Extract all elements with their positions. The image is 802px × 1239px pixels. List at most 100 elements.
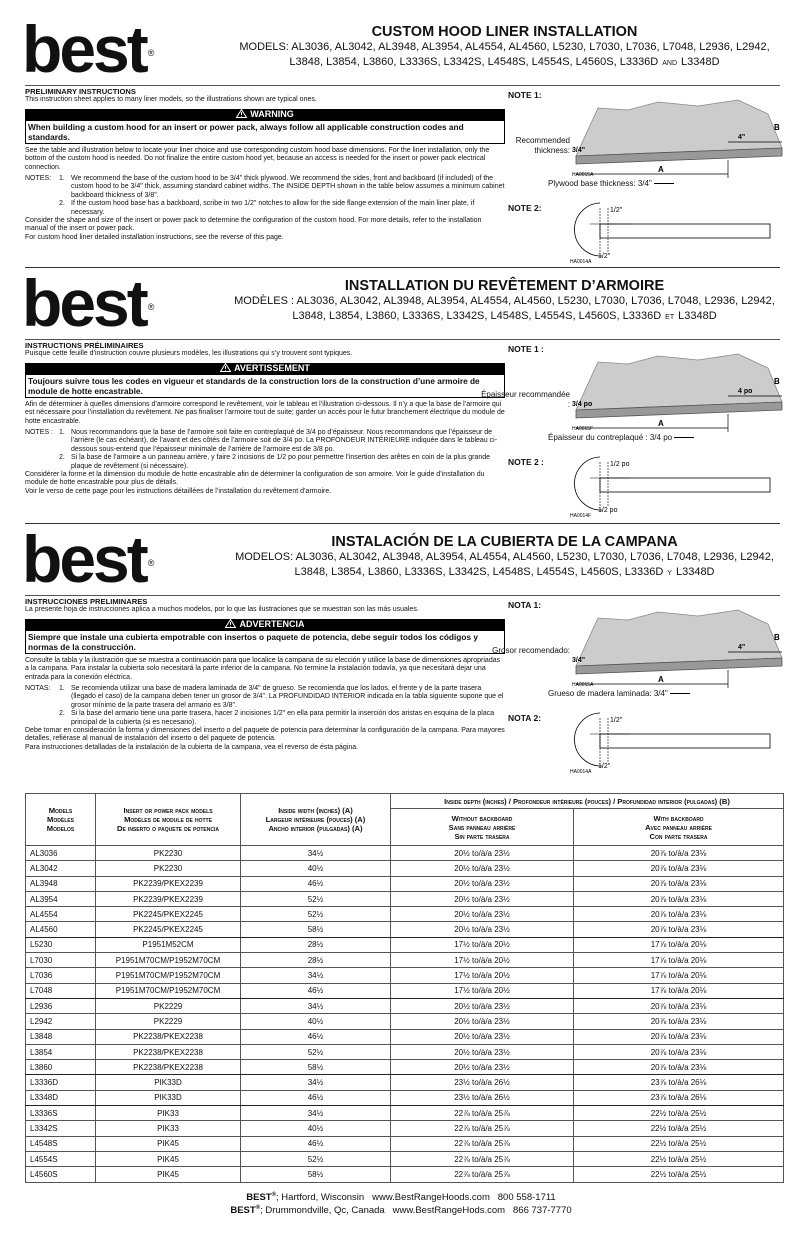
note-label: NOTE 1 : <box>508 344 544 354</box>
table-cell: 20⅞ to/à/a 23⅛ <box>572 921 785 938</box>
paragraph: See the table and illustration below to … <box>25 146 490 171</box>
dimension-label: 4" <box>738 644 745 651</box>
table-cell: 46½ <box>240 982 391 999</box>
dimension-label: 3/4" <box>572 147 585 154</box>
table-cell: L3348D <box>25 1089 96 1107</box>
recommended-label: Grosor recomendado: <box>492 646 570 655</box>
table-cell: 22⅞ to/à/a 25⅞ <box>390 1105 574 1122</box>
table-cell: 34½ <box>240 844 391 862</box>
warning-bar: WARNING <box>25 108 505 120</box>
brand: BEST® <box>246 1192 276 1203</box>
table-cell: L3848 <box>25 1028 96 1045</box>
dimension-label: 1/2" <box>598 763 611 770</box>
table-cell: 46½ <box>240 1089 391 1107</box>
table-cell: AL4554 <box>25 906 96 923</box>
table-cell: PK2239/PKEX2239 <box>95 875 241 892</box>
paragraph: Considérer la forme et la dimension du m… <box>25 471 485 487</box>
table-cell: 20½ to/à/a 23½ <box>390 906 574 923</box>
models-text: L3848, L3854, L3860, L3336S, L3342S, L45… <box>289 56 659 68</box>
plywood-label: Grueso de madera laminada: 3/4" <box>548 689 690 698</box>
warning-bar: ADVERTENCIA <box>25 618 505 630</box>
table-cell: 20½ to/à/a 23½ <box>390 890 574 908</box>
table-row: L3848 PK2238/PKEX2238 46½ 20½ to/à/a 23½ 20⅞… <box>25 1028 785 1045</box>
table-cell: P1951M52CM <box>95 936 241 954</box>
drawing-code: HA0015F <box>572 426 593 432</box>
registered-mark: ® <box>147 302 155 312</box>
separator <box>25 267 780 268</box>
table-cell: AL4560 <box>25 921 96 938</box>
table-cell: 17⅞ to/à/a 20⅛ <box>572 982 785 999</box>
table-cell: 58½ <box>240 1059 391 1076</box>
table-cell: L7030 <box>25 952 96 969</box>
header-line: Insert or power pack models <box>123 806 213 815</box>
table-cell: 34½ <box>240 967 391 984</box>
models-line: MODELOS: AL3036, AL3042, AL3948, AL3954,… <box>235 551 774 563</box>
table-cell: 22⅞ to/à/a 25⅞ <box>390 1120 574 1137</box>
table-cell: 17½ to/à/a 20½ <box>390 936 574 954</box>
table-cell: 20½ to/à/a 23½ <box>390 860 574 877</box>
notch-illustration: 1/2" 1/2" HA0014A <box>570 202 771 264</box>
logo-text: best <box>22 266 149 340</box>
table-cell: 20⅞ to/à/a 23⅛ <box>572 890 785 908</box>
table-cell: 17½ to/à/a 20½ <box>390 967 574 984</box>
models-line: L3848, L3854, L3860, L3336S, L3342S, L45… <box>212 55 797 70</box>
table-row: L3860 PK2238/PKEX2238 58½ 20½ to/à/a 23½ 20⅞… <box>25 1059 785 1076</box>
recommended-label: Recommended thickness: <box>515 136 570 155</box>
table-cell: 46½ <box>240 1135 391 1152</box>
rule <box>25 339 780 340</box>
table-cell: 20½ to/à/a 23½ <box>390 1028 574 1045</box>
note-item: NOTES: 1. We recommend the base of the cus… <box>25 175 505 200</box>
table-row: L4548S PIK45 46½ 22⅞ to/à/a 25⅞ 22½ to/à/a 2… <box>25 1135 785 1152</box>
dimension-label: 1/2 po <box>598 507 618 514</box>
table-cell: 20½ to/à/a 23½ <box>390 844 574 862</box>
table-cell: 22½ to/à/a 25½ <box>572 1120 785 1137</box>
table-cell: L3336S <box>25 1105 96 1122</box>
warning-label: AVERTISSEMENT <box>234 362 310 373</box>
note-number: 2. <box>59 454 65 462</box>
header-row: Without backboard Sans panneau arrière Sin… <box>26 808 785 846</box>
paragraph: Afin de déterminer à quelles dimensions … <box>25 400 505 425</box>
table-cell: AL3042 <box>25 860 96 877</box>
table-cell: L5230 <box>25 936 96 954</box>
conjunction: and <box>662 57 678 68</box>
header-line: Modèles de module de hotte <box>124 815 212 824</box>
table-cell: 17½ to/à/a 20½ <box>390 982 574 999</box>
note-item: 2. If the custom hood base has a backboar… <box>25 200 505 217</box>
note-number: 2. <box>59 200 65 208</box>
warning-text: Siempre que instale una cubierta empotra… <box>25 629 505 654</box>
table-cell: 20⅞ to/à/a 23⅛ <box>572 1028 785 1045</box>
warning-label: WARNING <box>250 108 294 119</box>
table-row: L4560S PIK45 58½ 22⅞ to/à/a 25⅞ 22½ to/à/a 2… <box>25 1166 785 1183</box>
table-cell: 52½ <box>240 906 391 923</box>
registered-mark: ® <box>147 48 155 58</box>
note-label: NOTE 2: <box>508 203 542 213</box>
table: Models Modèles Modelos Insert or power pack… <box>25 793 785 1183</box>
header-line: Sin parte trasera <box>454 831 510 841</box>
note-number: 1. <box>59 175 65 183</box>
paragraph: Consulte la tabla y la ilustración que s… <box>25 656 501 681</box>
table-cell: PK2230 <box>95 844 241 862</box>
table-row: L7048 P1951M70CM/P1952M70CM 46½ 17½ to/à/a … <box>25 982 785 999</box>
instructions: INSTRUCCIONES PRELIMINARES La presente h… <box>25 597 505 752</box>
liner-illustration: 3/4" HA0015A A 4" B <box>572 609 783 688</box>
footer-line: BEST®; Hartford, Wisconsin www.BestRange… <box>0 1192 802 1203</box>
plywood-label: Plywood base thickness: 3/4" <box>548 179 674 188</box>
table-cell: PK2229 <box>95 1013 241 1030</box>
table-cell: 22⅞ to/à/a 25⅞ <box>390 1135 574 1152</box>
footer-text: ; Hartford, Wisconsin www.BestRangeHoods… <box>276 1192 556 1204</box>
table-cell: 20⅞ to/à/a 23⅛ <box>572 997 785 1015</box>
table-cell: 28½ <box>240 952 391 969</box>
header: INSTALLATION DU REVÊTEMENT D’ARMOIRE MOD… <box>212 278 797 324</box>
note-number: 2. <box>59 710 65 718</box>
table-cell: 40½ <box>240 1120 391 1137</box>
header-line: Largeur intérieure (pouces) (A) <box>265 815 366 824</box>
drawing-code: HA0014A <box>570 769 592 774</box>
note-item: NOTES : 1. Nous recommandons que la base d… <box>25 429 505 454</box>
table-cell: P1951M70CM/P1952M70CM <box>95 967 241 984</box>
header-line: Con parte trasera <box>649 831 708 841</box>
table-row: L5230 P1951M52CM 28½ 17½ to/à/a 20½ 17⅞ to/à… <box>25 936 785 954</box>
heading: INSTRUCCIONES PRELIMINARES <box>25 597 148 606</box>
drawing-code: HA0015A <box>572 682 594 688</box>
table-cell: 52½ <box>240 890 391 908</box>
